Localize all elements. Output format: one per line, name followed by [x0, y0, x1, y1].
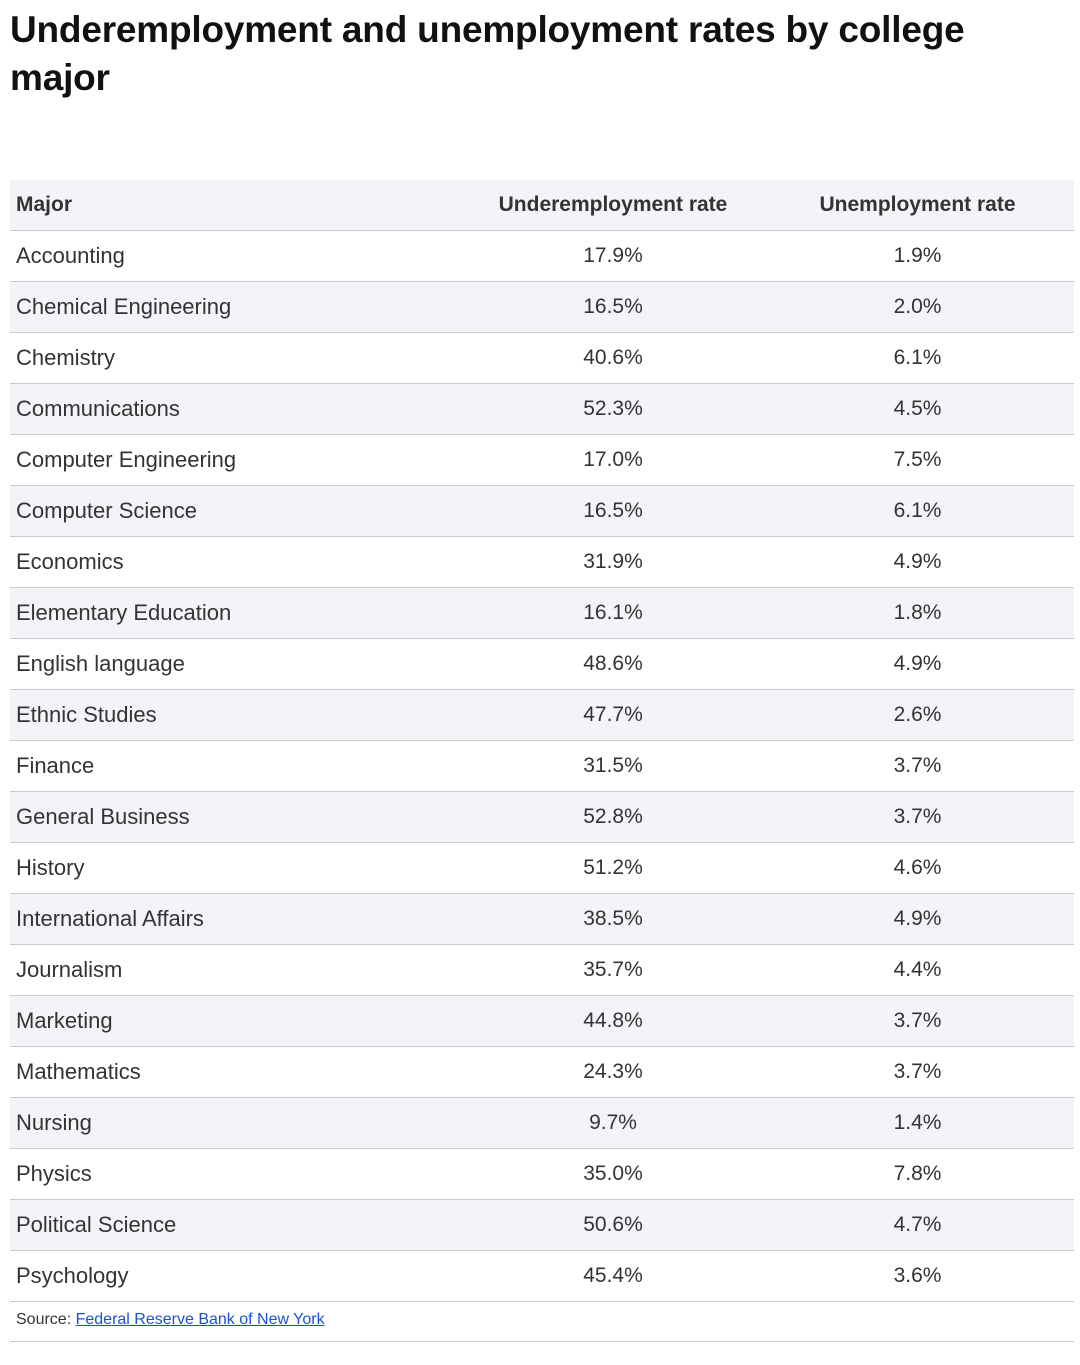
rates-table-container: Major Underemployment rate Unemployment …: [10, 180, 1074, 1302]
cell-underemployment-rate: 44.8%: [465, 995, 761, 1047]
cell-underemployment-rate: 17.0%: [465, 434, 761, 486]
cell-major: Journalism: [10, 944, 465, 996]
cell-major: Chemistry: [10, 332, 465, 384]
cell-unemployment-rate: 3.7%: [761, 740, 1074, 792]
cell-unemployment-rate: 4.7%: [761, 1199, 1074, 1251]
cell-unemployment-rate: 3.6%: [761, 1250, 1074, 1302]
cell-major: Computer Engineering: [10, 434, 465, 486]
rates-table: Major Underemployment rate Unemployment …: [10, 180, 1074, 1302]
table-body: Accounting 17.9% 1.9% Chemical Engineering 1…: [10, 230, 1074, 1302]
cell-major: Computer Science: [10, 485, 465, 537]
table-row: Chemical Engineering 16.5% 2.0%: [10, 281, 1074, 333]
cell-underemployment-rate: 31.5%: [465, 740, 761, 792]
cell-unemployment-rate: 3.7%: [761, 995, 1074, 1047]
cell-major: Economics: [10, 536, 465, 588]
cell-underemployment-rate: 16.1%: [465, 587, 761, 639]
cell-underemployment-rate: 52.3%: [465, 383, 761, 435]
cell-unemployment-rate: 2.6%: [761, 689, 1074, 741]
cell-underemployment-rate: 9.7%: [465, 1097, 761, 1149]
cell-major: History: [10, 842, 465, 894]
cell-underemployment-rate: 50.6%: [465, 1199, 761, 1251]
column-header-major: Major: [10, 180, 465, 231]
cell-underemployment-rate: 16.5%: [465, 485, 761, 537]
cell-unemployment-rate: 6.1%: [761, 332, 1074, 384]
cell-unemployment-rate: 1.8%: [761, 587, 1074, 639]
cell-unemployment-rate: 7.5%: [761, 434, 1074, 486]
cell-major: Accounting: [10, 230, 465, 282]
cell-unemployment-rate: 1.4%: [761, 1097, 1074, 1149]
source-label: Source:: [16, 1311, 72, 1328]
cell-underemployment-rate: 48.6%: [465, 638, 761, 690]
cell-underemployment-rate: 24.3%: [465, 1046, 761, 1098]
table-row: Political Science 50.6% 4.7%: [10, 1199, 1074, 1251]
cell-underemployment-rate: 40.6%: [465, 332, 761, 384]
table-row: Communications 52.3% 4.5%: [10, 383, 1074, 435]
table-row: Marketing 44.8% 3.7%: [10, 995, 1074, 1047]
cell-underemployment-rate: 35.0%: [465, 1148, 761, 1200]
table-row: International Affairs 38.5% 4.9%: [10, 893, 1074, 945]
table-row: General Business 52.8% 3.7%: [10, 791, 1074, 843]
cell-underemployment-rate: 45.4%: [465, 1250, 761, 1302]
cell-unemployment-rate: 4.6%: [761, 842, 1074, 894]
cell-major: Physics: [10, 1148, 465, 1200]
column-header-unemployment: Unemployment rate: [761, 180, 1074, 231]
table-row: Nursing 9.7% 1.4%: [10, 1097, 1074, 1149]
table-header-row: Major Underemployment rate Unemployment …: [10, 180, 1074, 231]
cell-unemployment-rate: 4.9%: [761, 536, 1074, 588]
cell-major: Communications: [10, 383, 465, 435]
cell-underemployment-rate: 31.9%: [465, 536, 761, 588]
cell-underemployment-rate: 51.2%: [465, 842, 761, 894]
cell-unemployment-rate: 2.0%: [761, 281, 1074, 333]
cell-underemployment-rate: 17.9%: [465, 230, 761, 282]
cell-unemployment-rate: 3.7%: [761, 1046, 1074, 1098]
column-header-underemployment: Underemployment rate: [465, 180, 761, 231]
cell-major: Marketing: [10, 995, 465, 1047]
cell-major: Psychology: [10, 1250, 465, 1302]
cell-underemployment-rate: 47.7%: [465, 689, 761, 741]
cell-unemployment-rate: 4.4%: [761, 944, 1074, 996]
cell-major: Ethnic Studies: [10, 689, 465, 741]
table-row: Computer Engineering 17.0% 7.5%: [10, 434, 1074, 486]
table-row: Physics 35.0% 7.8%: [10, 1148, 1074, 1200]
cell-major: English language: [10, 638, 465, 690]
cell-underemployment-rate: 35.7%: [465, 944, 761, 996]
bottom-divider: [10, 1341, 1074, 1342]
cell-unemployment-rate: 4.9%: [761, 638, 1074, 690]
cell-unemployment-rate: 3.7%: [761, 791, 1074, 843]
cell-unemployment-rate: 1.9%: [761, 230, 1074, 282]
cell-underemployment-rate: 52.8%: [465, 791, 761, 843]
source-note: Source: Federal Reserve Bank of New York: [16, 1311, 325, 1329]
cell-major: Political Science: [10, 1199, 465, 1251]
table-row: Mathematics 24.3% 3.7%: [10, 1046, 1074, 1098]
cell-underemployment-rate: 16.5%: [465, 281, 761, 333]
cell-unemployment-rate: 6.1%: [761, 485, 1074, 537]
table-row: Chemistry 40.6% 6.1%: [10, 332, 1074, 384]
table-row: Economics 31.9% 4.9%: [10, 536, 1074, 588]
table-row: Journalism 35.7% 4.4%: [10, 944, 1074, 996]
cell-unemployment-rate: 4.5%: [761, 383, 1074, 435]
table-row: English language 48.6% 4.9%: [10, 638, 1074, 690]
cell-unemployment-rate: 7.8%: [761, 1148, 1074, 1200]
table-row: Finance 31.5% 3.7%: [10, 740, 1074, 792]
cell-major: Chemical Engineering: [10, 281, 465, 333]
cell-major: Finance: [10, 740, 465, 792]
table-row: Ethnic Studies 47.7% 2.6%: [10, 689, 1074, 741]
table-row: History 51.2% 4.6%: [10, 842, 1074, 894]
table-row: Elementary Education 16.1% 1.8%: [10, 587, 1074, 639]
cell-major: International Affairs: [10, 893, 465, 945]
cell-major: Mathematics: [10, 1046, 465, 1098]
table-row: Psychology 45.4% 3.6%: [10, 1250, 1074, 1302]
source-link[interactable]: Federal Reserve Bank of New York: [75, 1311, 325, 1328]
table-row: Accounting 17.9% 1.9%: [10, 230, 1074, 282]
page-title: Underemployment and unemployment rates b…: [10, 9, 965, 98]
cell-underemployment-rate: 38.5%: [465, 893, 761, 945]
cell-unemployment-rate: 4.9%: [761, 893, 1074, 945]
cell-major: General Business: [10, 791, 465, 843]
table-row: Computer Science 16.5% 6.1%: [10, 485, 1074, 537]
cell-major: Elementary Education: [10, 587, 465, 639]
cell-major: Nursing: [10, 1097, 465, 1149]
table-header: Major Underemployment rate Unemployment …: [10, 180, 1074, 231]
